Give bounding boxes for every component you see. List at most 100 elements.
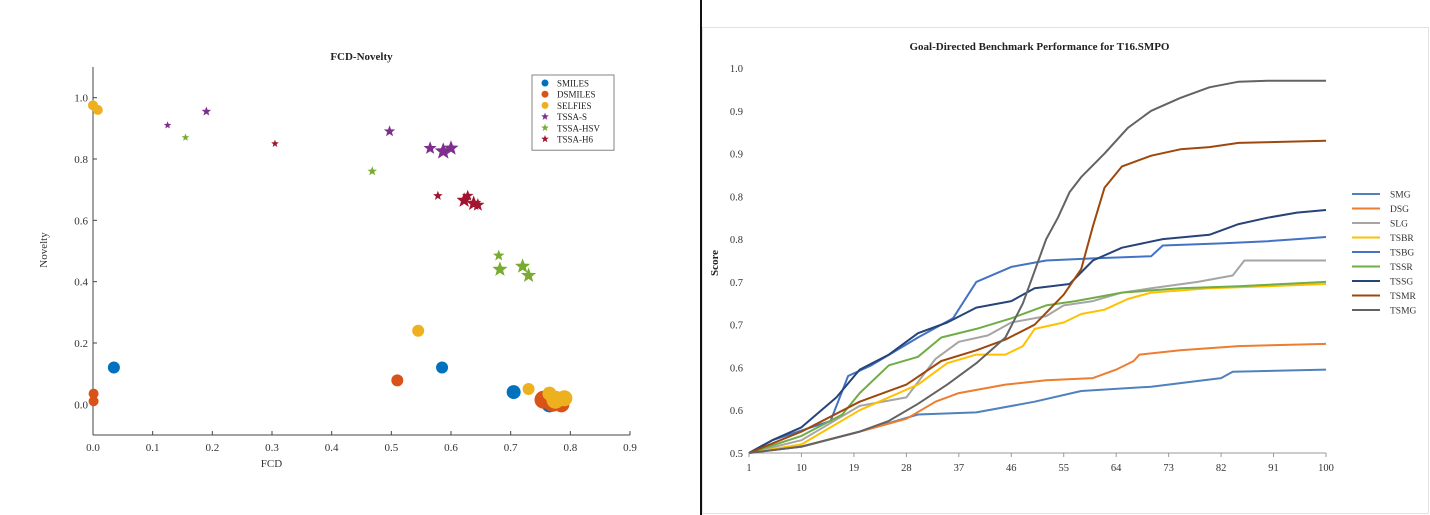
data-point-selfies: [556, 390, 573, 407]
x-tick-label: 0.7: [504, 442, 518, 454]
data-point-smiles: [506, 385, 521, 400]
legend-marker: [541, 135, 549, 143]
data-point-tssa-s: [163, 121, 172, 129]
panel-divider: [700, 0, 702, 515]
legend-marker: [541, 101, 549, 109]
legend-label: TSSA-S: [557, 112, 587, 122]
data-point-tssa-hsv: [181, 133, 190, 141]
data-point-selfies: [412, 324, 425, 337]
data-point-tssa-h6: [471, 198, 485, 211]
legend-label: SMILES: [557, 79, 589, 89]
data-point-tssa-h6: [271, 139, 279, 147]
series-line-tsmg: [748, 79, 1326, 454]
x-tick-label: 82: [1216, 463, 1227, 474]
legend-marker: [541, 90, 549, 98]
y-tick-label: 0.5: [730, 449, 743, 460]
data-point-smiles: [436, 361, 449, 374]
legend-label: SELFIES: [557, 101, 592, 111]
legend-label: TSMG: [1390, 307, 1417, 317]
data-point-tssa-s: [434, 142, 452, 159]
x-tick-label: 0.9: [623, 442, 637, 454]
y-tick-label: 0.7: [730, 321, 743, 332]
data-point-tssa-hsv: [492, 261, 508, 276]
chart-fcd-novelty: FCD-Novelty 0.0 0.1 0.2 0.3 0.4 0.5 0.6 0.7 0.8 0.…: [38, 51, 637, 470]
x-tick-label: 64: [1111, 463, 1122, 474]
y-tick-label: 1.0: [730, 64, 743, 75]
series-line-slg: [748, 259, 1326, 454]
legend-label: TSBR: [1390, 234, 1414, 244]
legend-label: SMG: [1390, 191, 1411, 201]
data-point-tssa-s: [383, 125, 396, 137]
y-tick-label: 0.6: [730, 406, 743, 417]
x-axis-label: FCD: [261, 458, 282, 470]
legend-label: DSMILES: [557, 90, 596, 100]
data-point-tssa-s: [423, 141, 437, 154]
legend-label: TSMR: [1390, 292, 1417, 302]
legend-label: TSSG: [1390, 278, 1413, 288]
x-tick-label: 0.2: [205, 442, 219, 454]
x-tick-label: 0.5: [384, 442, 398, 454]
x-tick-label: 0.1: [146, 442, 160, 454]
legend-marker: [541, 123, 549, 132]
y-tick-label: 0.8: [730, 235, 743, 246]
x-tick-label: 0.6: [444, 442, 458, 454]
x-tick-label: 19: [849, 463, 860, 474]
y-tick-label: 0.9: [730, 150, 743, 161]
data-point-dsmiles: [88, 388, 99, 399]
x-tick-label: 0.8: [563, 442, 577, 454]
y-axis-label: Novelty: [38, 232, 50, 268]
data-point-dsmiles: [391, 374, 404, 387]
series-line-dsg: [748, 342, 1327, 454]
legend-marker: [541, 112, 549, 120]
data-point-tssa-h6: [466, 195, 482, 210]
legend-label: SLG: [1390, 220, 1408, 230]
data-point-tssa-hsv: [520, 267, 537, 283]
data-point-tssa-s: [443, 140, 459, 155]
series-line-tsmr: [748, 139, 1327, 454]
y-tick-label: 0.7: [730, 278, 743, 289]
y-tick-label: 0.6: [74, 215, 88, 227]
x-tick-label: 10: [796, 463, 807, 474]
data-point-tssa-h6: [462, 189, 474, 201]
x-tick-label: 100: [1318, 463, 1334, 474]
data-point-tssa-s: [201, 106, 212, 116]
x-tick-label: 46: [1006, 463, 1017, 474]
y-tick-label: 0.0: [74, 399, 88, 411]
data-point-tssa-h6: [456, 192, 472, 207]
y-tick-label: 0.2: [74, 338, 88, 350]
series-line-tssg: [748, 209, 1327, 454]
data-point-selfies: [522, 383, 535, 395]
x-tick-label: 0.3: [265, 442, 279, 454]
y-tick-label: 0.8: [730, 192, 743, 203]
data-point-tssa-hsv: [367, 166, 377, 176]
data-point-tssa-hsv: [514, 258, 531, 273]
y-tick-label: 0.8: [74, 154, 88, 166]
data-point-dsmiles: [88, 396, 99, 407]
series-line-tsbr: [748, 283, 1327, 454]
chart-title: FCD-Novelty: [330, 51, 393, 63]
x-tick-label: 28: [901, 463, 912, 474]
chart-title: Goal-Directed Benchmark Performance for …: [910, 41, 1170, 53]
chart-benchmark-performance: Goal-Directed Benchmark Performance for …: [702, 27, 1429, 514]
chart-frame: [702, 27, 1429, 514]
x-tick-label: 55: [1058, 463, 1069, 474]
x-tick-label: 37: [954, 463, 965, 474]
legend-label: TSSR: [1390, 263, 1413, 273]
x-tick-label: 73: [1163, 463, 1174, 474]
data-point-tssa-h6: [433, 190, 443, 200]
y-tick-label: 0.9: [730, 107, 743, 118]
x-tick-label: 0.0: [86, 442, 100, 454]
legend-label: TSSA-HSV: [557, 123, 601, 133]
data-point-tssa-hsv: [493, 249, 505, 261]
y-tick-label: 0.4: [74, 277, 88, 289]
x-tick-label: 1: [746, 463, 751, 474]
legend-label: DSG: [1390, 205, 1409, 215]
y-tick-label: 1.0: [74, 93, 88, 105]
x-tick-label: 0.4: [325, 442, 339, 454]
legend-marker: [541, 79, 549, 87]
y-axis-label: Score: [709, 250, 721, 276]
data-point-selfies: [92, 104, 103, 115]
series-line-tssr: [748, 280, 1327, 454]
data-point-smiles: [107, 361, 120, 374]
